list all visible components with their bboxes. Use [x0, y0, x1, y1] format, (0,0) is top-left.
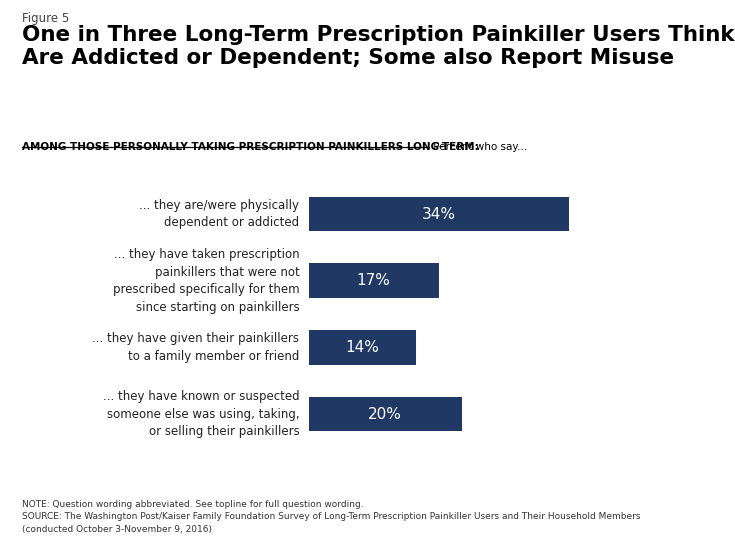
Text: One in Three Long-Term Prescription Painkiller Users Think They
Are Addicted or : One in Three Long-Term Prescription Pain…: [22, 25, 735, 68]
Bar: [309, 330, 416, 365]
Text: FAMILY: FAMILY: [637, 517, 683, 531]
Bar: [309, 263, 439, 298]
Text: 20%: 20%: [368, 407, 402, 422]
Text: KAISER: KAISER: [627, 500, 692, 515]
Text: NOTE: Question wording abbreviated. See topline for full question wording.: NOTE: Question wording abbreviated. See …: [22, 500, 364, 509]
Text: ... they are/were physically
dependent or addicted: ... they are/were physically dependent o…: [140, 199, 299, 229]
Text: ... they have known or suspected
someone else was using, taking,
or selling thei: ... they have known or suspected someone…: [103, 390, 299, 438]
Text: AMONG THOSE PERSONALLY TAKING PRESCRIPTION PAINKILLERS LONG-TERM:: AMONG THOSE PERSONALLY TAKING PRESCRIPTI…: [22, 142, 478, 152]
Bar: [309, 197, 569, 231]
Text: ... they have given their painkillers
to a family member or friend: ... they have given their painkillers to…: [93, 332, 299, 363]
Text: SOURCE: The Washington Post/Kaiser Family Foundation Survey of Long-Term Prescri: SOURCE: The Washington Post/Kaiser Famil…: [22, 512, 640, 521]
Text: THE HENRY J.: THE HENRY J.: [639, 487, 681, 492]
Text: FOUNDATION: FOUNDATION: [639, 531, 681, 536]
Text: 14%: 14%: [345, 340, 379, 355]
Text: Figure 5: Figure 5: [22, 12, 69, 25]
Text: 34%: 34%: [422, 207, 456, 222]
Text: ... they have taken prescription
painkillers that were not
prescribed specifical: ... they have taken prescription painkil…: [112, 248, 299, 314]
Text: 17%: 17%: [356, 273, 390, 288]
Text: Percent who say...: Percent who say...: [430, 142, 527, 152]
Text: (conducted October 3-November 9, 2016): (conducted October 3-November 9, 2016): [22, 525, 212, 533]
Bar: [309, 397, 462, 431]
